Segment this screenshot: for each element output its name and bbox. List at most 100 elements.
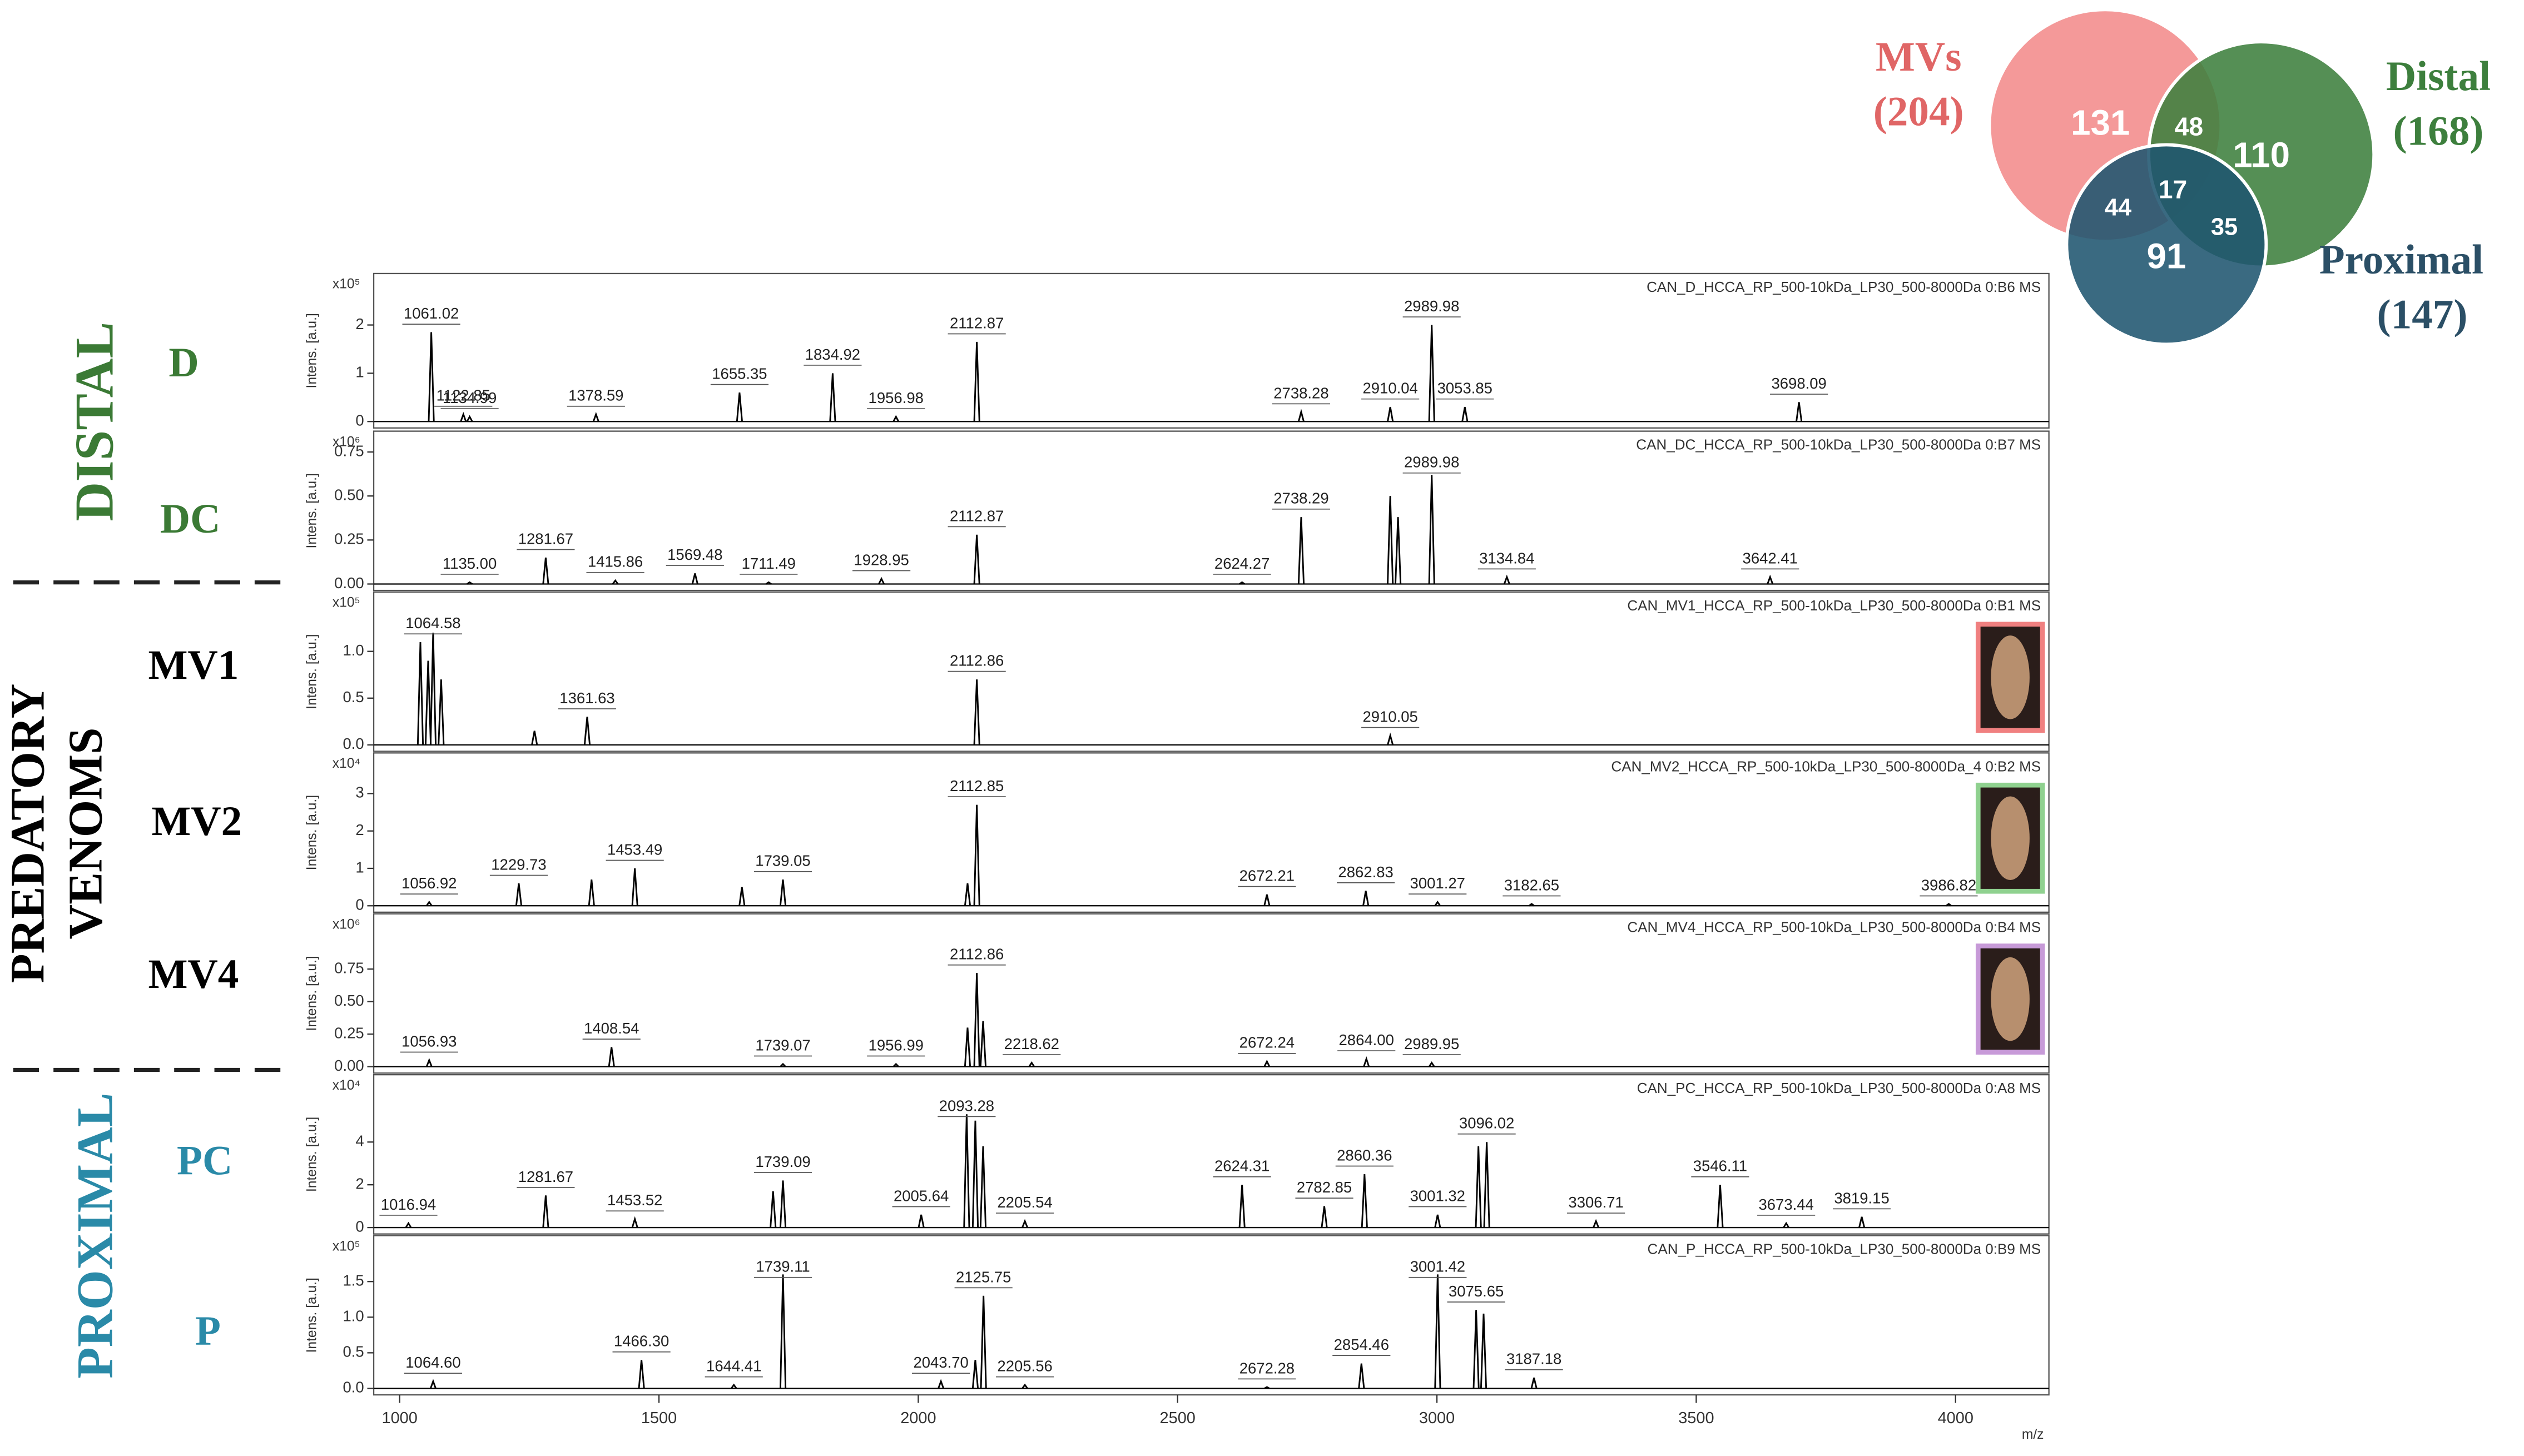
venn-region-count: 48: [2175, 112, 2204, 141]
peak: [780, 1062, 786, 1067]
y-tick-label: 1.5: [343, 1271, 364, 1289]
peak-label: 1122.85: [437, 387, 490, 404]
peak-label: 1569.48: [667, 546, 722, 563]
peak: [1395, 517, 1402, 584]
peak: [1472, 1310, 1480, 1389]
plot-frame: [373, 913, 2050, 1074]
peak: [608, 1047, 615, 1067]
peak: [542, 557, 549, 584]
y-tick-label: 3: [355, 784, 364, 801]
peak: [405, 1221, 412, 1228]
peak: [1358, 1363, 1365, 1389]
group-label: PROXIMAL: [66, 1092, 123, 1378]
sample-label: D: [168, 340, 199, 386]
y-tick-label: 1.0: [343, 1308, 364, 1325]
peak: [531, 731, 538, 746]
peak-label: 3182.65: [1504, 876, 1559, 893]
peak-label: 1229.73: [491, 856, 546, 873]
peak: [1239, 581, 1246, 585]
peak-label: 1739.11: [756, 1258, 810, 1275]
peak: [963, 1114, 970, 1228]
x-tick-label: 2500: [1160, 1409, 1196, 1427]
y-tick-label: 1: [355, 858, 364, 876]
plot-frame: [373, 272, 2050, 429]
peak: [424, 660, 432, 745]
y-tick-label: 0.25: [334, 530, 364, 548]
peak: [1363, 1056, 1370, 1067]
peak-label: 2989.98: [1404, 297, 1459, 315]
peak: [1945, 903, 1952, 907]
peak-label: 1281.67: [518, 1168, 573, 1185]
peak-label: 3306.71: [1568, 1194, 1623, 1211]
y-tick-label: 1.0: [343, 642, 364, 659]
venn-set: [2065, 143, 2268, 346]
spectrum-panel: CAN_DC_HCCA_RP_500-10kDa_LP30_500-8000Da…: [305, 430, 2050, 592]
peak: [1428, 475, 1435, 584]
y-tick-label: 0: [355, 1218, 364, 1235]
peak-label: 3053.85: [1437, 380, 1492, 397]
peak: [1297, 409, 1305, 422]
plot-frame: [373, 430, 2050, 592]
peak: [1858, 1216, 1866, 1228]
peak: [1528, 903, 1535, 907]
y-scale-label: x10⁵: [333, 595, 360, 610]
peak: [1263, 1060, 1271, 1067]
peak: [892, 1062, 899, 1067]
peak: [1434, 900, 1441, 907]
peak: [973, 804, 980, 906]
peak: [460, 411, 467, 422]
y-scale-label: x10⁴: [333, 1078, 360, 1093]
peak-label: 1064.58: [405, 614, 460, 632]
venn-region-count: 44: [2105, 195, 2131, 221]
peak: [730, 1383, 737, 1389]
x-tick-label: 3500: [1678, 1409, 1714, 1427]
panel-title: CAN_PC_HCCA_RP_500-10kDa_LP30_500-8000Da…: [1637, 1080, 2041, 1096]
sample-label: MV1: [148, 642, 239, 688]
y-axis-label: Intens. [a.u.]: [305, 313, 320, 388]
spectrum-panel: CAN_MV1_HCCA_RP_500-10kDa_LP30_500-8000D…: [305, 591, 2050, 752]
venn-set-total: (147): [2377, 291, 2468, 337]
peak-label: 2672.21: [1239, 867, 1295, 884]
venn-set-total: (168): [2393, 108, 2483, 154]
spectrum-panel: CAN_P_HCCA_RP_500-10kDa_LP30_500-8000Da …: [305, 1235, 2050, 1442]
venn-set-name: Proximal: [2319, 237, 2483, 283]
y-axis-label: Intens. [a.u.]: [305, 795, 320, 870]
peak-label: 3673.44: [1758, 1196, 1813, 1213]
peak-label: 2989.95: [1404, 1035, 1459, 1052]
peak: [542, 1195, 549, 1228]
group-label: DISTAL: [65, 322, 125, 521]
peak-label: 2218.62: [1004, 1035, 1059, 1052]
peak: [1238, 1185, 1246, 1228]
peak: [631, 868, 638, 906]
peak: [964, 883, 971, 906]
y-tick-label: 4: [355, 1132, 364, 1150]
y-tick-label: 0.75: [334, 959, 364, 976]
peak: [971, 1120, 979, 1228]
peak: [1434, 1214, 1441, 1228]
peak: [515, 883, 523, 906]
peak: [1717, 1185, 1724, 1228]
peak: [738, 887, 746, 906]
peak: [416, 642, 424, 745]
venn-region-count: 131: [2071, 103, 2130, 143]
plot-frame: [373, 1074, 2050, 1235]
spectrum-panel: CAN_MV4_HCCA_RP_500-10kDa_LP30_500-8000D…: [305, 913, 2050, 1074]
y-tick-label: 0.5: [343, 1343, 364, 1360]
peak-label: 1739.05: [755, 852, 810, 869]
peak: [612, 579, 619, 585]
y-tick-label: 0: [355, 411, 364, 429]
spectrum-panel: CAN_PC_HCCA_RP_500-10kDa_LP30_500-8000Da…: [305, 1074, 2050, 1235]
y-tick-label: 0.50: [334, 992, 364, 1009]
peak: [829, 373, 836, 422]
sample-label: PC: [177, 1137, 232, 1184]
peak-label: 2910.05: [1362, 708, 1417, 725]
peak: [428, 332, 435, 422]
peak: [765, 581, 772, 585]
y-scale-label: x10⁶: [333, 917, 360, 932]
sample-label: MV2: [151, 798, 242, 844]
peak: [1503, 574, 1510, 584]
peak-label: 2738.29: [1273, 490, 1328, 507]
peak-label: 2860.36: [1337, 1146, 1392, 1164]
peak-label: 1378.59: [568, 387, 623, 404]
peak: [1387, 496, 1394, 584]
